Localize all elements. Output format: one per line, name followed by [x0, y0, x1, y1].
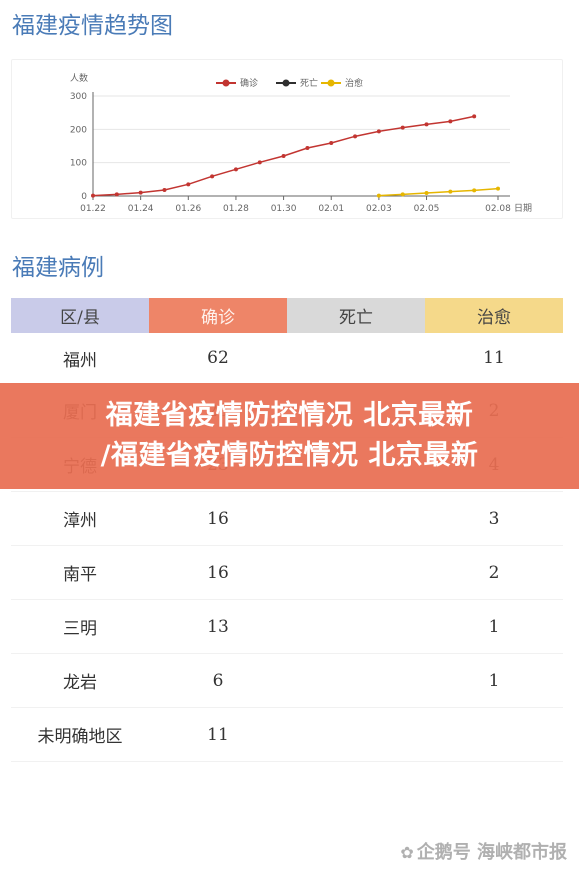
- table-header-row: 区/县 确诊 死亡 治愈: [11, 298, 563, 333]
- x-tick-label: 02.01: [318, 204, 344, 214]
- table-row: 南平 16 2: [11, 545, 563, 600]
- data-point: [114, 192, 119, 197]
- banner-title-line-2: /福建省疫情防控情况 北京最新: [100, 440, 479, 471]
- cell-district: 龙岩: [11, 653, 149, 708]
- data-point: [305, 146, 310, 150]
- cell-recovered: [425, 707, 563, 762]
- legend-swatch-dot: [282, 79, 290, 87]
- data-point: [210, 174, 215, 179]
- data-point: [91, 193, 95, 198]
- x-tick-label: 01.28: [223, 204, 249, 214]
- legend-label: 确诊: [240, 77, 258, 89]
- data-point: [162, 188, 167, 192]
- series-line-2: [378, 187, 499, 197]
- cell-confirmed: 62: [149, 333, 287, 384]
- x-tick-label: 01.24: [128, 204, 154, 214]
- legend-label: 死亡: [300, 77, 318, 89]
- cell-recovered: 1: [425, 599, 563, 654]
- y-tick-label: 0: [81, 192, 87, 202]
- data-point: [448, 119, 453, 124]
- table-row: 三明 13 1: [11, 599, 563, 654]
- banner-title-line-1: 福建省疫情防控情况 北京最新: [105, 400, 474, 431]
- column-header-deaths: 死亡: [287, 298, 425, 333]
- data-point: [281, 154, 286, 158]
- data-point: [138, 190, 143, 195]
- cell-deaths: [287, 599, 425, 654]
- y-tick-label: 100: [70, 159, 87, 169]
- data-point: [424, 122, 429, 127]
- column-header-confirmed: 确诊: [149, 298, 287, 333]
- data-point: [376, 193, 381, 198]
- legend-swatch-dot: [327, 79, 335, 87]
- data-point: [233, 167, 238, 172]
- data-point: [472, 188, 477, 193]
- watermark: ✿ 企鹅号 海峡都市报: [400, 838, 567, 864]
- legend-swatch-dot: [222, 79, 230, 87]
- data-point: [472, 114, 477, 119]
- cell-district: 南平: [11, 545, 149, 600]
- cell-confirmed: 16: [149, 545, 287, 600]
- y-tick-label: 200: [70, 125, 87, 135]
- table-row: 福州 62 11: [11, 333, 563, 384]
- table-row: 漳州 16 3: [11, 491, 563, 546]
- cell-deaths: [287, 707, 425, 762]
- trend-chart: 0 100 200 300 人数 01.22 01.24 01.26 01.28 01.30 02.…: [11, 59, 563, 219]
- cell-confirmed: 6: [149, 653, 287, 708]
- cases-table: 区/县 确诊 死亡 治愈 福州6211厦门252宁德234漳州163南平162三…: [11, 298, 563, 762]
- cell-district: 三明: [11, 599, 149, 654]
- column-header-recovered: 治愈: [425, 298, 563, 333]
- cell-confirmed: 13: [149, 599, 287, 654]
- data-point: [424, 191, 429, 195]
- cell-recovered: 11: [425, 333, 563, 384]
- data-point: [376, 129, 381, 134]
- trend-chart-title: 福建疫情趋势图: [12, 13, 173, 39]
- data-point: [353, 134, 358, 139]
- x-tick-label: 02.05: [414, 204, 440, 214]
- y-axis-label: 人数: [70, 72, 88, 84]
- data-point: [400, 192, 405, 197]
- data-point: [400, 125, 405, 130]
- x-axis-label: 日期: [514, 203, 532, 214]
- cell-deaths: [287, 491, 425, 546]
- cell-confirmed: 16: [149, 491, 287, 546]
- table-row: 未明确地区 11: [11, 707, 563, 762]
- table-row: 龙岩 6 1: [11, 653, 563, 708]
- x-tick-label: 01.26: [175, 204, 201, 214]
- cases-section-title: 福建病例: [12, 255, 104, 281]
- data-point: [496, 186, 500, 191]
- data-point: [329, 141, 334, 145]
- x-tick-label: 02.08: [485, 204, 511, 214]
- data-point: [186, 182, 191, 187]
- legend-label: 治愈: [345, 77, 363, 89]
- x-tick-label: 02.03: [366, 204, 392, 214]
- cell-recovered: 1: [425, 653, 563, 708]
- cell-recovered: 2: [425, 545, 563, 600]
- data-point: [448, 189, 453, 194]
- cell-recovered: 3: [425, 491, 563, 546]
- cell-deaths: [287, 653, 425, 708]
- watermark-text: 企鹅号 海峡都市报: [416, 842, 567, 863]
- y-tick-label: 300: [70, 92, 87, 102]
- cell-district: 福州: [11, 333, 149, 384]
- cell-confirmed: 11: [149, 707, 287, 762]
- penguin-icon: ✿: [400, 843, 414, 862]
- cell-deaths: [287, 333, 425, 384]
- data-point: [257, 160, 262, 165]
- x-tick-label: 01.22: [80, 204, 106, 214]
- trend-chart-svg: 0 100 200 300 人数 01.22 01.24 01.26 01.28 01.30 02.…: [70, 72, 532, 214]
- cell-deaths: [287, 545, 425, 600]
- column-header-district: 区/县: [11, 298, 149, 333]
- title-banner-overlay: 福建省疫情防控情况 北京最新 /福建省疫情防控情况 北京最新: [0, 383, 579, 489]
- cell-district: 漳州: [11, 491, 149, 546]
- x-tick-label: 01.30: [271, 204, 297, 214]
- cell-district: 未明确地区: [11, 707, 149, 762]
